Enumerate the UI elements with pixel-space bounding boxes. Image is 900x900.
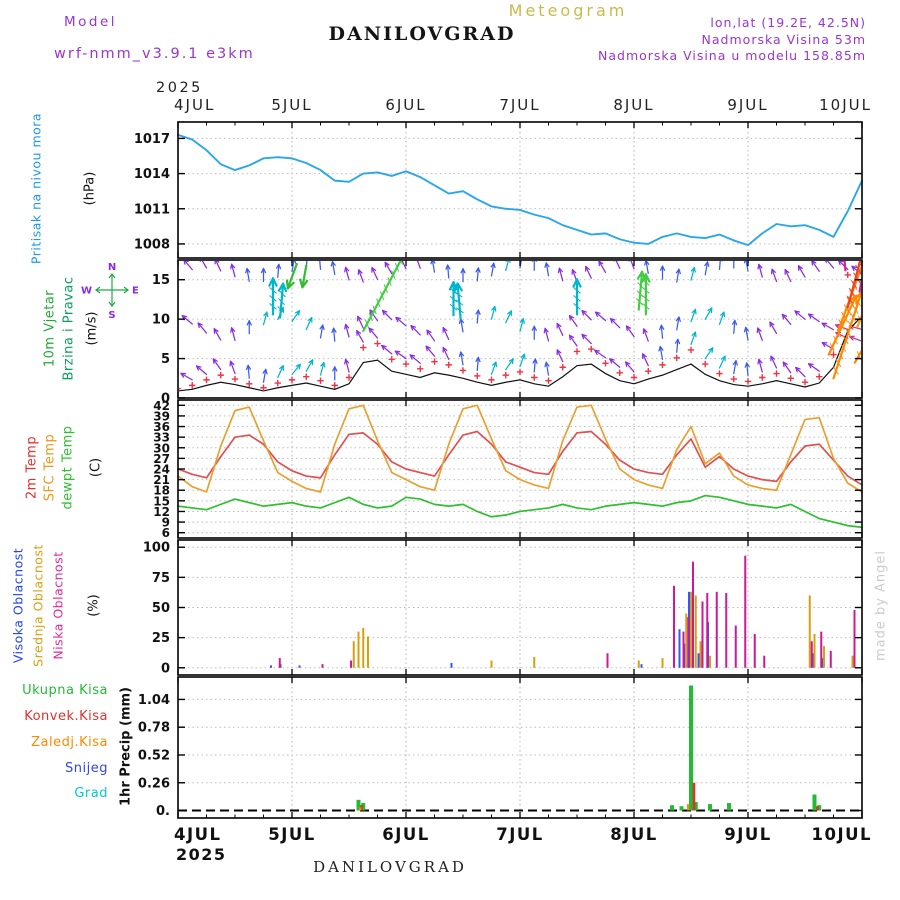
svg-text:1008: 1008: [134, 237, 170, 252]
svg-text:0: 0: [161, 661, 170, 676]
svg-text:36: 36: [153, 420, 170, 434]
model-name: wrf-nmm_v3.9.1 e3km: [54, 46, 255, 62]
svg-text:4JUL: 4JUL: [174, 825, 222, 844]
svg-text:S: S: [108, 310, 115, 321]
svg-text:2025: 2025: [156, 80, 203, 96]
svg-text:1011: 1011: [134, 202, 170, 217]
precip-hail-label: Grad: [74, 786, 108, 801]
svg-text:25: 25: [152, 631, 170, 646]
precip-stratiform-label: Zaledj.Kisa: [31, 735, 108, 750]
svg-text:0.26: 0.26: [138, 776, 170, 791]
svg-text:12: 12: [153, 505, 170, 519]
svg-text:N: N: [108, 262, 116, 273]
svg-text:7JUL: 7JUL: [496, 825, 544, 844]
svg-text:27: 27: [153, 452, 170, 466]
svg-text:0: 0: [161, 392, 170, 407]
author-watermark: made by Angel: [873, 549, 889, 662]
svg-text:9JUL: 9JUL: [724, 825, 772, 844]
svg-text:10: 10: [152, 313, 170, 328]
svg-text:15: 15: [152, 273, 170, 288]
station-info-block: lon,lat (19.2E, 42.5N) Nadmorska Visina …: [560, 15, 866, 65]
svg-text:15: 15: [153, 494, 170, 508]
precip-snow-label: Snijeg: [65, 761, 108, 776]
svg-text:1.04: 1.04: [138, 693, 170, 708]
svg-text:8JUL: 8JUL: [610, 825, 658, 844]
svg-text:24: 24: [153, 463, 170, 477]
meteogram-watermark-title: Meteogram: [508, 1, 628, 20]
svg-text:75: 75: [152, 571, 170, 586]
svg-text:0.: 0.: [156, 804, 170, 819]
svg-text:0.52: 0.52: [138, 748, 170, 763]
page-title: DANILOVGRAD: [328, 23, 516, 45]
svg-text:100: 100: [143, 541, 170, 556]
svg-text:21: 21: [153, 473, 170, 487]
precip-unit-label: 1hr Precip (mm): [118, 687, 134, 806]
station-lonlat: lon,lat (19.2E, 42.5N): [710, 15, 866, 30]
svg-text:30: 30: [153, 441, 170, 455]
svg-text:6: 6: [162, 526, 170, 540]
precip-convective-label: Konvek.Kisa: [24, 709, 108, 724]
svg-text:4JUL: 4JUL: [174, 96, 215, 114]
svg-text:50: 50: [152, 601, 170, 616]
svg-text:39: 39: [153, 409, 170, 423]
pressure-axis-title: Pritisak na nivou mora: [28, 112, 44, 265]
svg-text:6JUL: 6JUL: [382, 825, 430, 844]
svg-text:1017: 1017: [134, 132, 170, 147]
svg-text:2025: 2025: [176, 845, 227, 864]
footer-station-title: DANILOVGRAD: [313, 858, 467, 876]
svg-text:W: W: [81, 286, 92, 297]
svg-text:5: 5: [161, 352, 170, 367]
model-label: Model: [64, 14, 118, 30]
svg-text:6JUL: 6JUL: [385, 96, 426, 114]
svg-text:10JUL: 10JUL: [811, 825, 872, 844]
svg-text:42: 42: [153, 399, 170, 413]
svg-text:18: 18: [153, 484, 170, 498]
svg-text:1014: 1014: [134, 167, 170, 182]
svg-text:5JUL: 5JUL: [268, 825, 316, 844]
svg-text:9JUL: 9JUL: [727, 96, 768, 114]
svg-text:E: E: [132, 286, 139, 297]
svg-text:7JUL: 7JUL: [499, 96, 540, 114]
svg-text:8JUL: 8JUL: [613, 96, 654, 114]
precip-total-label: Ukupna Kisa: [22, 683, 108, 698]
station-elevation: Nadmorska Visina 53m: [701, 31, 866, 47]
svg-text:9: 9: [162, 516, 170, 530]
model-elevation: Nadmorska Visina u modelu 158.85m: [598, 48, 866, 63]
svg-text:10JUL: 10JUL: [819, 96, 872, 114]
svg-text:33: 33: [153, 431, 170, 445]
svg-text:0.78: 0.78: [138, 721, 170, 736]
svg-text:5JUL: 5JUL: [271, 96, 312, 114]
